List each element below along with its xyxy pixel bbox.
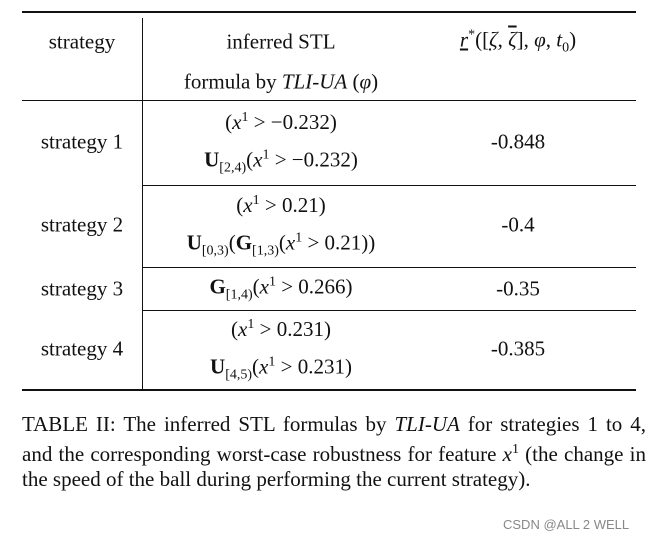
text-token: ], — [516, 27, 535, 52]
text-token: 1 — [268, 354, 276, 370]
row-rule — [142, 185, 636, 186]
formula: U[4,5)(x1 > 0.231) — [210, 354, 352, 383]
text-token: [4,5) — [225, 367, 253, 383]
text-token: U — [210, 354, 226, 379]
text-token: [2,4) — [219, 160, 247, 176]
watermark: CSDN @ALL 2 WELL — [503, 517, 630, 532]
formula: (x1 > 0.21) — [236, 194, 325, 216]
text-token: G — [209, 274, 226, 299]
text-token: [1,3) — [252, 243, 279, 259]
caption: TABLE II: The inferred STL formulas by T… — [22, 412, 646, 492]
text-token: (the change in the speed of the ball dur… — [22, 442, 646, 491]
text-token: x — [238, 317, 248, 341]
formula: (x1 > −0.232) — [225, 111, 337, 133]
text-token: , — [545, 27, 557, 52]
text-token: x — [259, 354, 269, 379]
text-token: > 0.21) — [259, 193, 326, 217]
text-token: U — [186, 230, 202, 255]
text-token: ( — [246, 147, 254, 172]
formula: U[0,3)(G[1,3)(x1 > 0.21)) — [186, 230, 376, 259]
header-strategy: strategy — [48, 29, 116, 54]
text-token: formula by — [183, 69, 282, 94]
text-token: ζ — [508, 27, 517, 52]
text-token: x — [253, 147, 263, 172]
formula: (x1 > 0.231) — [231, 318, 331, 340]
text-token: > 0.266) — [275, 274, 353, 299]
text-token: , — [497, 27, 509, 52]
text-token: > 0.231) — [254, 317, 331, 341]
text-token: ( — [252, 354, 260, 379]
text-token: ( — [252, 274, 260, 299]
strategy-label: strategy 4 — [40, 336, 124, 361]
text-token: ( — [225, 110, 233, 134]
text-token: ( — [228, 230, 236, 255]
text-token: inferred STL — [226, 29, 336, 54]
text-token: ) — [569, 27, 577, 52]
text-token: φ — [534, 27, 546, 52]
text-token: > 0.21)) — [302, 230, 376, 255]
row-rule — [142, 310, 636, 311]
text-token: ( — [278, 230, 286, 255]
formula: U[2,4)(x1 > −0.232) — [204, 147, 358, 176]
column-rule — [142, 18, 143, 390]
text-token: G — [235, 230, 253, 255]
robustness-value: -0.4 — [501, 212, 535, 237]
text-token: ( — [347, 69, 360, 94]
robustness-value: -0.35 — [496, 276, 540, 301]
text-token: [1,4) — [225, 287, 253, 303]
text-token: ([ — [475, 27, 490, 52]
strategy-label: strategy 3 — [40, 276, 124, 301]
text-token: ( — [231, 317, 239, 341]
text-token: > −0.232) — [248, 110, 337, 134]
strategy-label: strategy 2 — [40, 212, 124, 237]
text-token: > 0.231) — [275, 354, 352, 379]
robustness-value: -0.848 — [490, 129, 546, 154]
text-token: x — [502, 442, 512, 466]
text-token: ζ — [489, 27, 498, 52]
text-token: TABLE II: The inferred STL formulas by — [22, 412, 395, 436]
text-token: x — [285, 230, 296, 255]
text-token: r — [459, 27, 469, 52]
header-formula: formula by TLI-UA (φ) — [183, 69, 379, 94]
robustness-value: -0.385 — [490, 336, 546, 361]
text-token: 0 — [562, 40, 570, 56]
text-token: x — [243, 193, 253, 217]
text-token: ( — [236, 193, 244, 217]
text-token: TLI-UA — [394, 412, 460, 436]
text-token: 1 — [241, 110, 249, 125]
text-token: > −0.232) — [269, 147, 358, 172]
text-token: 1 — [262, 147, 270, 163]
text-token: x — [259, 274, 269, 299]
text-token: * — [468, 27, 476, 43]
text-token: U — [204, 147, 220, 172]
text-token: 1 — [247, 317, 255, 332]
text-token: 1 — [511, 442, 519, 457]
top-rule — [22, 11, 636, 13]
header-formula: inferred STL — [226, 29, 336, 54]
text-token: t — [556, 27, 563, 52]
text-token: 1 — [268, 274, 276, 290]
text-token: 1 — [295, 230, 303, 246]
formula: G[1,4)(x1 > 0.266) — [209, 274, 353, 303]
text-token: φ — [359, 69, 372, 94]
text-token: x — [232, 110, 242, 134]
text-token: [0,3) — [201, 243, 229, 259]
text-token: 1 — [252, 193, 260, 208]
header-robustness: r*([ζ, ζ], φ, t0) — [459, 27, 577, 56]
header-rule — [22, 100, 636, 101]
text-token: ) — [371, 69, 379, 94]
row-rule — [142, 267, 636, 268]
bottom-rule — [22, 389, 636, 391]
text-token: TLI-UA — [281, 69, 348, 94]
text-token: for strategies 1 to 4, and the correspon… — [22, 412, 646, 466]
strategy-label: strategy 1 — [40, 129, 124, 154]
